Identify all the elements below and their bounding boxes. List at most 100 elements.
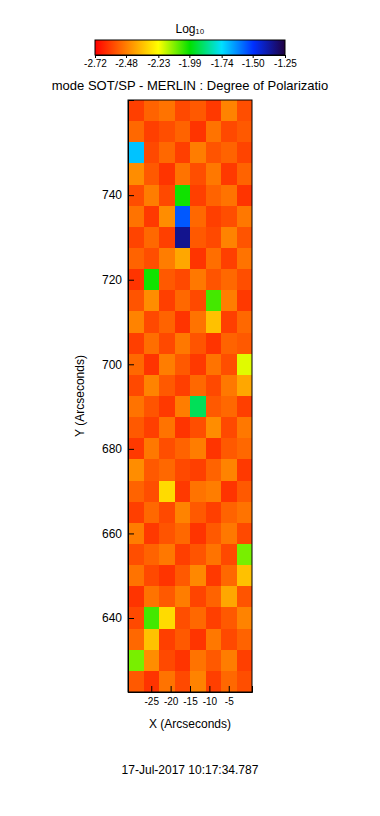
y-tick-label: 660: [102, 527, 122, 541]
cell: [206, 544, 222, 565]
cell: [175, 163, 191, 184]
cell: [128, 375, 144, 396]
cell: [190, 354, 206, 375]
cell: [128, 269, 144, 290]
cell: [221, 311, 237, 332]
y-tick-mark: [128, 618, 134, 619]
cell: [159, 290, 175, 311]
y-tick-label: 700: [102, 358, 122, 372]
cell: [144, 629, 160, 650]
cell: [128, 311, 144, 332]
cell: [175, 565, 191, 586]
y-tick-mark: [128, 533, 134, 534]
cell: [206, 185, 222, 206]
cell: [206, 650, 222, 671]
cell: [159, 163, 175, 184]
cell: [159, 121, 175, 142]
cell: [144, 163, 160, 184]
colorbar-tick: -2.23: [147, 55, 170, 69]
cell: [144, 544, 160, 565]
cell: [159, 248, 175, 269]
cell: [237, 523, 253, 544]
y-tick-label: 680: [102, 442, 122, 456]
cell: [128, 671, 144, 692]
cell: [237, 481, 253, 502]
cell: [159, 629, 175, 650]
cell: [221, 290, 237, 311]
cell: [221, 163, 237, 184]
cell: [206, 671, 222, 692]
cell: [221, 671, 237, 692]
cell: [221, 248, 237, 269]
cell: [237, 502, 253, 523]
cell: [237, 269, 253, 290]
cell: [144, 459, 160, 480]
colorbar-tick-label: -2.72: [84, 58, 107, 69]
cell: [128, 227, 144, 248]
cell: [128, 438, 144, 459]
cell: [221, 502, 237, 523]
cell: [221, 185, 237, 206]
cell: [221, 544, 237, 565]
cell: [237, 121, 253, 142]
colorbar-title: Log₁₀: [175, 22, 204, 36]
cell: [144, 438, 160, 459]
cell: [206, 586, 222, 607]
x-tick-mark: [151, 686, 152, 692]
cell: [144, 565, 160, 586]
cell: [175, 333, 191, 354]
cell: [175, 629, 191, 650]
cell: [221, 375, 237, 396]
cell: [128, 185, 144, 206]
y-tick-mark: [128, 280, 134, 281]
cell: [190, 227, 206, 248]
cell: [206, 523, 222, 544]
cell: [175, 100, 191, 121]
cell: [190, 142, 206, 163]
cell: [190, 248, 206, 269]
cell: [128, 121, 144, 142]
y-tick: 720: [102, 273, 134, 287]
x-tick-label: -10: [203, 696, 218, 707]
annotation: 17-Jul-2017 10:17:34.787: [122, 763, 259, 777]
cell: [206, 502, 222, 523]
colorbar-tick: -1.99: [178, 55, 201, 69]
cell: [237, 311, 253, 332]
x-axis: -25-20-15-10-5: [129, 686, 253, 707]
cell: [237, 227, 253, 248]
cell: [144, 607, 160, 628]
cell: [237, 396, 253, 417]
colorbar-tick-label: -1.74: [211, 58, 234, 69]
cell: [128, 481, 144, 502]
cell: [128, 396, 144, 417]
cell: [175, 375, 191, 396]
cell: [237, 206, 253, 227]
cell: [144, 121, 160, 142]
cell: [190, 375, 206, 396]
cell: [221, 565, 237, 586]
cell: [159, 375, 175, 396]
cell: [144, 142, 160, 163]
cell: [159, 438, 175, 459]
cell: [206, 354, 222, 375]
y-tick: 740: [102, 188, 134, 202]
cell: [221, 459, 237, 480]
cell: [159, 227, 175, 248]
cell: [159, 206, 175, 227]
y-tick-label: 720: [102, 273, 122, 287]
cell: [237, 671, 253, 692]
cell: [128, 333, 144, 354]
cell: [159, 269, 175, 290]
cell: [190, 311, 206, 332]
cell: [190, 417, 206, 438]
cell: [175, 417, 191, 438]
y-tick-label: 740: [102, 188, 122, 202]
cell: [190, 185, 206, 206]
cell: [190, 269, 206, 290]
cell: [206, 607, 222, 628]
y-axis: 640660680700720740: [102, 101, 134, 693]
cell: [206, 227, 222, 248]
cell: [144, 523, 160, 544]
cell: [190, 163, 206, 184]
cell: [237, 629, 253, 650]
